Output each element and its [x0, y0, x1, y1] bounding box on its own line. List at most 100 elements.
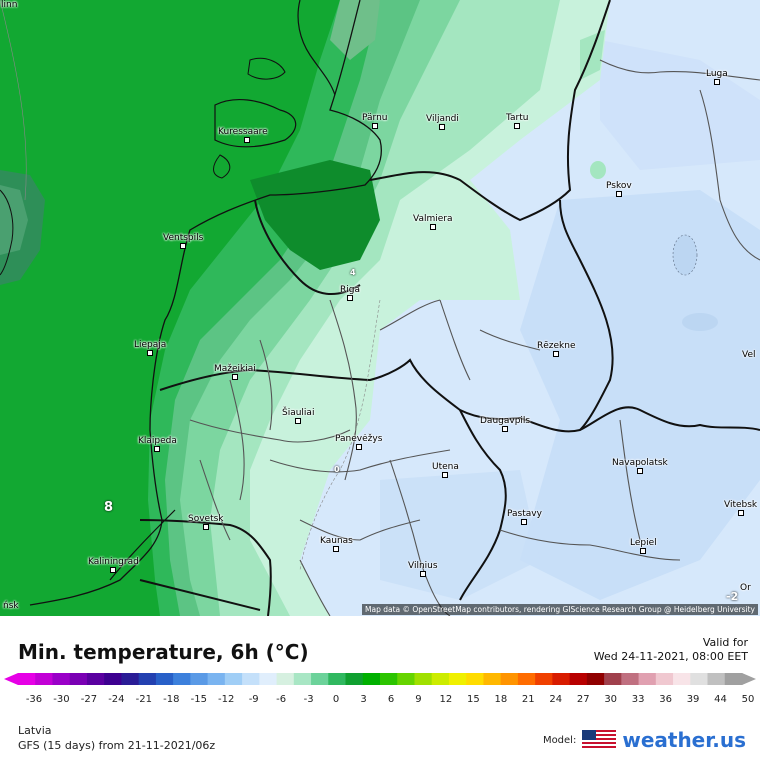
city-pastavy: Pastavy	[507, 509, 542, 525]
scale-tick-label: 9	[415, 694, 422, 705]
city-luga: Luga	[706, 69, 728, 85]
weather-map[interactable]: Kuressaare Pärnu Viljandi Tartu Luga Psk…	[0, 0, 760, 616]
scale-swatch	[155, 673, 174, 685]
map-title: Min. temperature, 6h (°C)	[18, 640, 309, 664]
scale-swatch	[276, 673, 295, 685]
scale-tick-label: 15	[467, 694, 480, 705]
scale-tick-label: 27	[576, 694, 590, 705]
model-run: GFS (15 days) from 21-11-2021/06z	[18, 739, 216, 752]
city-rezekne: Rēzekne	[537, 341, 576, 357]
scale-swatch	[604, 673, 622, 685]
brand-name: weather.us	[622, 728, 746, 752]
city-klaipeda: Klaipeda	[138, 436, 177, 452]
scale-tick-label: -15	[190, 694, 207, 705]
legend-panel: Min. temperature, 6h (°C) Valid for Wed …	[0, 616, 760, 760]
scale-tick-label: 33	[631, 694, 645, 705]
city-liepaja: Liepaja	[134, 340, 166, 356]
scale-swatch	[466, 673, 484, 685]
scale-tick-label: 3	[360, 694, 367, 705]
us-flag-icon	[582, 730, 617, 750]
isoline-label-minus2: -2	[726, 590, 739, 603]
temperature-field	[0, 0, 760, 616]
scale-tick-label: 50	[741, 694, 755, 705]
scale-swatch	[569, 673, 588, 685]
scale-tick-label: -30	[53, 694, 70, 705]
scale-tick-label: 24	[549, 694, 563, 705]
map-credit: Map data © OpenStreetMap contributors, r…	[362, 604, 758, 615]
scale-tick-label: 44	[714, 694, 727, 705]
scale-tick-label: -27	[80, 694, 98, 705]
scale-swatch	[35, 673, 53, 685]
city-kaunas: Kaunas	[320, 536, 353, 552]
scale-tick-label: 6	[387, 694, 395, 705]
scale-swatch	[724, 673, 743, 685]
scale-tick-label: 36	[659, 694, 672, 705]
scale-swatch	[345, 673, 364, 685]
scale-swatch	[552, 673, 571, 685]
scale-swatch	[311, 673, 329, 685]
scale-swatch	[431, 673, 450, 685]
scale-swatch	[586, 673, 605, 685]
region-name: Latvia	[18, 724, 52, 737]
scale-swatch	[69, 673, 88, 685]
valid-label: Valid for	[702, 636, 748, 649]
valid-time-block: Valid for Wed 24-11-2021, 08:00 EET	[594, 636, 748, 664]
city-sovetsk: Sovetsk	[188, 514, 224, 530]
city-lepiel: Lepiel	[630, 538, 657, 554]
scale-tick-label: 12	[439, 694, 453, 705]
scale-arrow-high	[742, 673, 756, 685]
city-daugavpils: Daugavpils	[480, 416, 530, 432]
city-tartu: Tartu	[506, 113, 528, 129]
scale-swatch	[707, 673, 726, 685]
scale-tick-label: 21	[521, 694, 535, 705]
scale-tick-label: -9	[248, 694, 259, 705]
city-viljandi: Viljandi	[426, 114, 459, 130]
scale-swatch	[293, 673, 312, 685]
scale-tick-label: -21	[135, 694, 153, 705]
scale-tick-label: 18	[494, 694, 508, 705]
city-vel-partial: Vel	[742, 350, 756, 360]
scale-tick-label: -36	[25, 694, 43, 705]
city-utena: Utena	[432, 462, 459, 478]
city-siauliai: Šiauliai	[282, 408, 314, 424]
city-vilnius: Vilnius	[408, 561, 438, 577]
scale-swatch	[535, 673, 553, 685]
scale-tick-label: -6	[276, 694, 287, 705]
isoline-label-0: 0	[334, 465, 340, 474]
scale-arrow-low	[4, 673, 18, 685]
city-panevezys: Panevėžys	[335, 434, 382, 450]
color-scale	[4, 673, 756, 685]
brand[interactable]: Model: weather.us	[543, 728, 746, 752]
scale-swatch	[224, 673, 243, 685]
isoline-label-4: 4	[350, 268, 356, 277]
city-minsk-partial: ńsk	[3, 601, 19, 611]
scale-swatch	[397, 673, 415, 685]
city-or-partial: Or	[740, 583, 751, 593]
scale-swatch	[259, 673, 278, 685]
scale-swatch	[380, 673, 398, 685]
scale-swatch	[173, 673, 191, 685]
scale-tick-label: -24	[108, 694, 125, 705]
scale-swatch	[690, 673, 709, 685]
scale-swatch	[655, 673, 674, 685]
scale-swatch	[138, 673, 157, 685]
city-pskov: Pskov	[606, 181, 632, 197]
scale-tick-label: 30	[604, 694, 618, 705]
scale-swatch	[414, 673, 433, 685]
scale-swatch	[52, 673, 71, 685]
city-riga: Riga	[340, 285, 360, 301]
scale-swatch	[362, 673, 381, 685]
scale-swatch	[104, 673, 122, 685]
scale-swatch	[328, 673, 347, 685]
scale-swatch	[86, 673, 105, 685]
city-vitebsk: Vitebsk	[724, 500, 757, 516]
scale-swatch	[638, 673, 657, 685]
scale-ticks: -36 -30 -27 -24 -21 -18 -15 -12 -9 -6 -3 0 3 6 9 12 15 18…	[4, 694, 756, 708]
city-ventspils: Ventspils	[163, 233, 203, 249]
scale-tick-label: 0	[332, 694, 340, 705]
scale-swatch	[483, 673, 502, 685]
scale-swatch	[207, 673, 226, 685]
scale-swatch	[448, 673, 467, 685]
scale-tick-label: -18	[163, 694, 180, 705]
city-parnu: Pärnu	[362, 113, 388, 129]
